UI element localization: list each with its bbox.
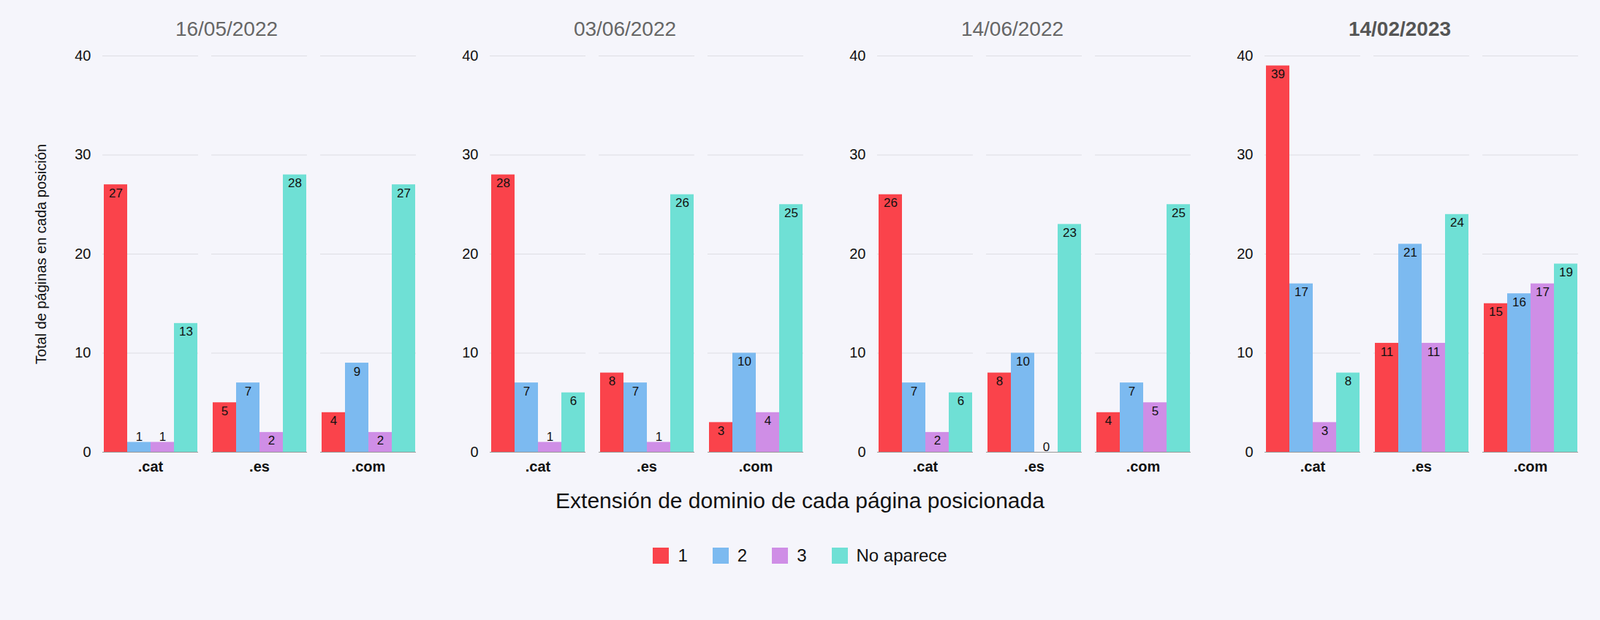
svg-text:26: 26 [675,195,690,210]
svg-text:.es: .es [1411,458,1432,475]
svg-text:23: 23 [1062,225,1077,240]
svg-text:0: 0 [469,443,479,460]
svg-text:10: 10 [74,344,91,361]
svg-text:.es: .es [1024,458,1045,475]
svg-text:30: 30 [461,146,479,163]
svg-text:8: 8 [996,374,1003,389]
svg-text:40: 40 [849,47,866,64]
svg-text:28: 28 [496,176,511,191]
svg-text:2: 2 [934,433,941,448]
html-text:2: 2 [737,545,748,566]
svg-text:.es: .es [249,458,270,475]
svg-text:13: 13 [179,324,193,339]
svg-text:4: 4 [1105,413,1112,428]
svg-text:.com: .com [1126,458,1161,475]
svg-text:11: 11 [1427,344,1441,359]
html-text:3: 3 [796,545,807,566]
svg-text:8: 8 [608,374,616,389]
svg-text:40: 40 [1236,47,1253,64]
svg-text:7: 7 [910,384,918,399]
svg-text:20: 20 [461,245,479,262]
svg-text:10: 10 [737,354,752,369]
svg-text:7: 7 [632,384,639,399]
svg-text:10: 10 [849,344,866,361]
html-text:1: 1 [677,545,688,566]
svg-text:7: 7 [1128,384,1136,399]
svg-text:6: 6 [957,393,965,408]
svg-text:10: 10 [1236,344,1253,361]
html-text:16/05/2022: 16/05/2022 [175,17,278,41]
svg-text:15: 15 [1488,304,1503,319]
html-text:14/02/2023: 14/02/2023 [1348,17,1451,41]
svg-text:.com: .com [738,458,774,475]
svg-text:.com: .com [351,458,386,475]
svg-text:16: 16 [1512,295,1527,310]
svg-text:30: 30 [849,146,866,163]
svg-text:27: 27 [108,186,123,201]
svg-text:28: 28 [287,176,302,191]
svg-text:20: 20 [74,245,91,262]
svg-text:39: 39 [1271,67,1285,82]
svg-text:20: 20 [1236,245,1253,262]
svg-text:19: 19 [1559,265,1573,280]
svg-text:20: 20 [849,245,866,262]
svg-text:1: 1 [655,429,663,444]
svg-text:0: 0 [857,443,866,460]
svg-text:8: 8 [1344,374,1352,389]
svg-text:10: 10 [1015,354,1030,369]
svg-text:3: 3 [1321,423,1329,438]
svg-text:Total de páginas en cada posic: Total de páginas en cada posición [32,143,49,365]
svg-text:17: 17 [1294,285,1309,299]
svg-text:9: 9 [353,364,361,379]
svg-text:25: 25 [784,206,799,221]
svg-text:10: 10 [461,344,479,361]
svg-text:5: 5 [1151,404,1159,419]
svg-text:21: 21 [1403,245,1418,260]
svg-text:30: 30 [74,146,91,163]
svg-text:40: 40 [74,47,91,64]
svg-text:17: 17 [1535,285,1550,299]
svg-text:0: 0 [1043,440,1050,454]
svg-text:2: 2 [377,433,384,448]
html-text:14/06/2022: 14/06/2022 [961,17,1064,41]
svg-text:1: 1 [135,429,143,444]
svg-text:1: 1 [159,429,166,444]
svg-text:4: 4 [764,413,772,428]
svg-text:0: 0 [1244,443,1253,460]
svg-text:7: 7 [523,384,530,399]
svg-text:24: 24 [1450,215,1465,230]
html-text:No aparece: No aparece [856,545,947,566]
svg-text:.cat: .cat [1300,458,1326,475]
svg-text:4: 4 [330,413,337,428]
svg-text:.cat: .cat [138,458,164,475]
svg-text:0: 0 [82,443,91,460]
svg-text:25: 25 [1171,206,1186,221]
svg-text:1: 1 [546,429,554,444]
svg-text:.es: .es [636,458,658,475]
html-text:Extensión de dominio de cada p: Extensión de dominio de cada página posi… [555,488,1045,513]
svg-text:26: 26 [883,195,898,210]
svg-text:.cat: .cat [525,458,552,475]
svg-text:27: 27 [396,186,411,201]
svg-text:11: 11 [1380,344,1394,359]
html-text:03/06/2022: 03/06/2022 [573,17,677,41]
svg-text:40: 40 [461,47,479,64]
svg-text:6: 6 [570,393,577,408]
svg-text:2: 2 [268,433,275,448]
svg-text:3: 3 [717,423,725,438]
svg-text:7: 7 [244,384,252,399]
svg-text:30: 30 [1236,146,1253,163]
svg-text:.com: .com [1513,458,1549,475]
svg-text:5: 5 [221,404,229,419]
svg-text:.cat: .cat [912,458,939,475]
